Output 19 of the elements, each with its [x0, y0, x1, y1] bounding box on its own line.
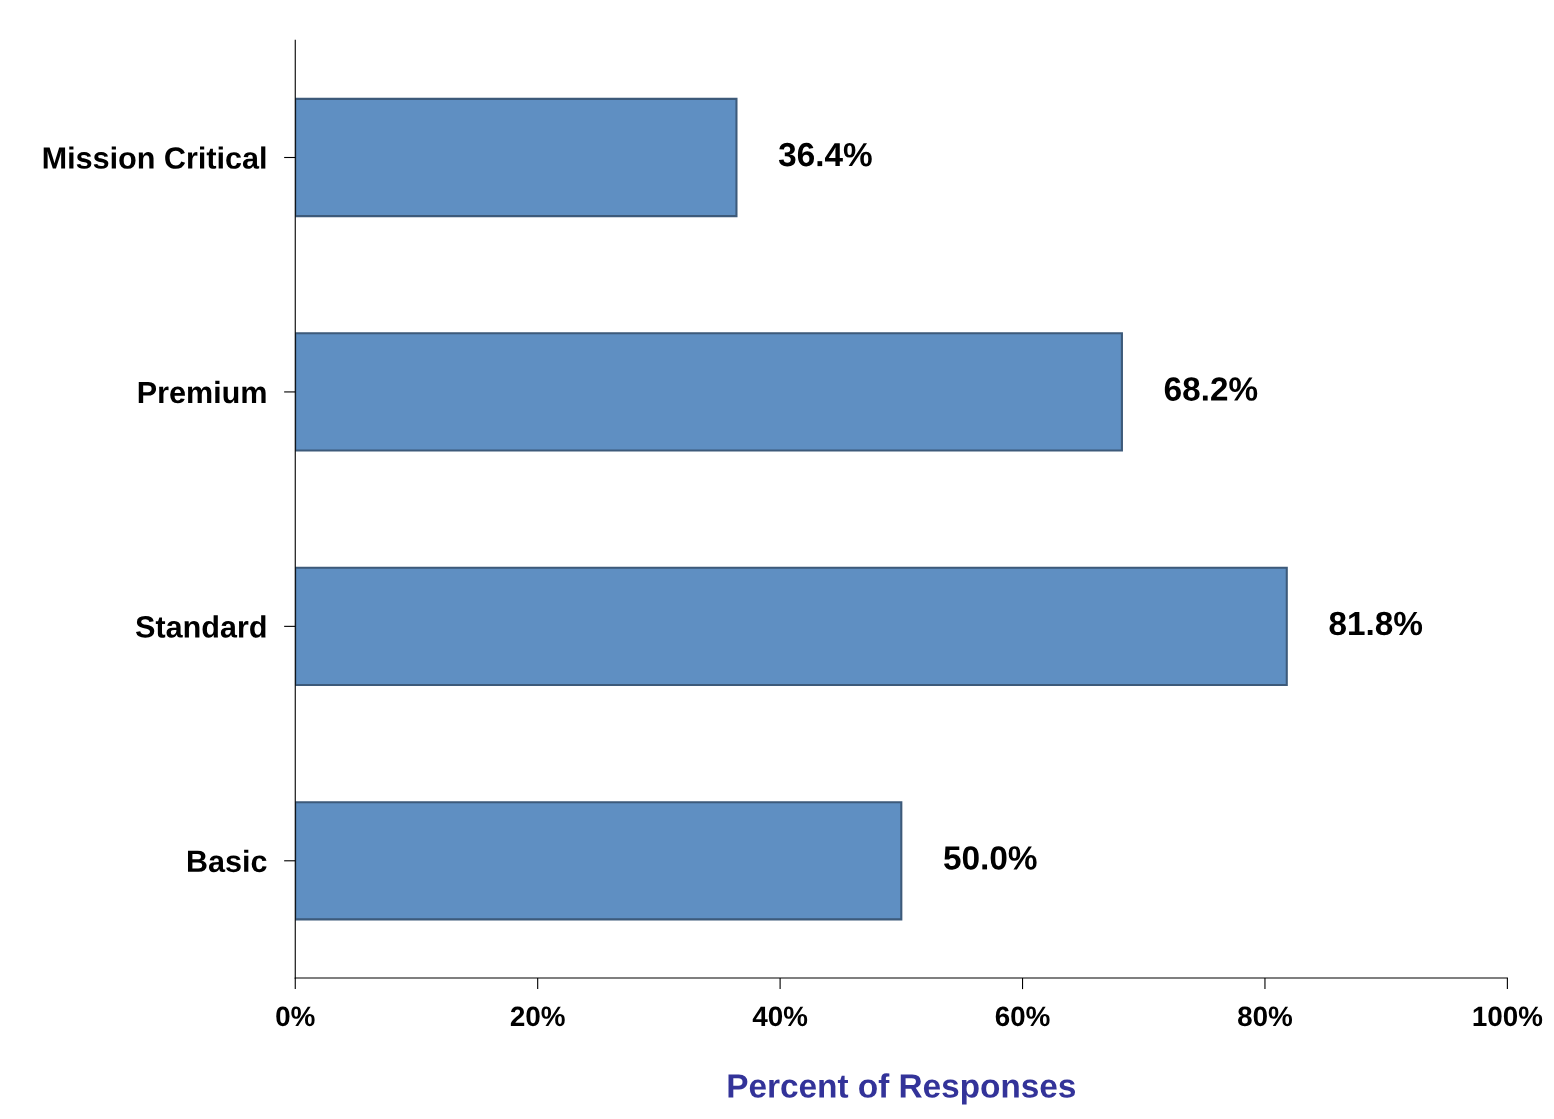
x-tick-label: 80%: [1238, 1006, 1293, 1027]
x-tick-label: 100%: [1473, 1006, 1543, 1027]
bar: [295, 332, 1123, 452]
bar: [295, 801, 903, 921]
data-label: 68.2%: [1164, 377, 1258, 401]
bar: [295, 566, 1288, 687]
x-tick-label: 60%: [995, 1006, 1050, 1027]
x-axis-title: Percent of Responses: [728, 1073, 1076, 1105]
bar: [295, 97, 738, 218]
y-tick-label: Basic: [187, 849, 267, 873]
y-tick-label: Premium: [138, 380, 266, 404]
data-label: 81.8%: [1329, 611, 1423, 636]
data-label: 50.0%: [944, 846, 1037, 870]
y-tick-label: Standard: [135, 615, 266, 638]
x-tick-label: 40%: [752, 1006, 808, 1027]
x-tick-label: 0%: [276, 1006, 315, 1027]
y-tick-label: Mission Critical: [43, 146, 266, 169]
data-label: 36.4%: [778, 142, 872, 167]
x-tick-label: 20%: [510, 1006, 565, 1027]
